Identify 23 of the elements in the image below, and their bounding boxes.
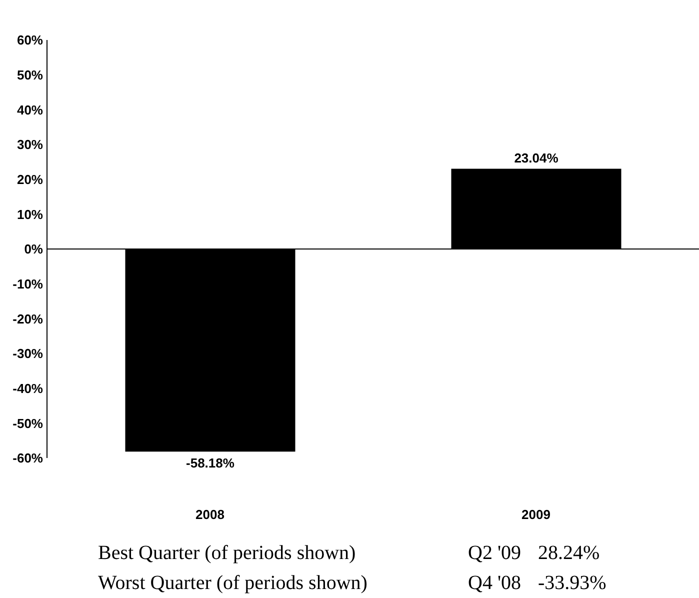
text: Worst Quarter (of periods shown) (98, 572, 368, 594)
y-tick-label: 40% (16, 102, 44, 118)
text: -33.93% (538, 572, 606, 594)
y-tick-label: -40% (12, 380, 44, 396)
y-tick-label: -30% (12, 346, 44, 362)
y-tick-label: -10% (12, 276, 44, 292)
x-tick-label: 2009 (522, 507, 550, 522)
y-tick-label: 50% (16, 67, 44, 82)
text: Q4 '08 (468, 572, 522, 594)
data-label: -58.18% (186, 456, 235, 471)
y-tick-label: 30% (16, 137, 44, 152)
text: 28.24% (538, 542, 600, 564)
text: Q2 '09 (468, 542, 522, 564)
y-tick-label: -60% (12, 450, 44, 466)
y-tick-label: -50% (12, 416, 44, 431)
y-tick-label: -20% (12, 311, 44, 326)
y-tick-label: 20% (16, 172, 44, 187)
x-tick-label: 2008 (196, 507, 224, 522)
text: Best Quarter (of periods shown) (98, 542, 357, 564)
y-tick-label: 0% (24, 242, 44, 257)
y-tick-label: 60% (16, 32, 44, 48)
data-label: 23.04% (514, 150, 559, 166)
y-tick-label: 10% (16, 206, 44, 222)
